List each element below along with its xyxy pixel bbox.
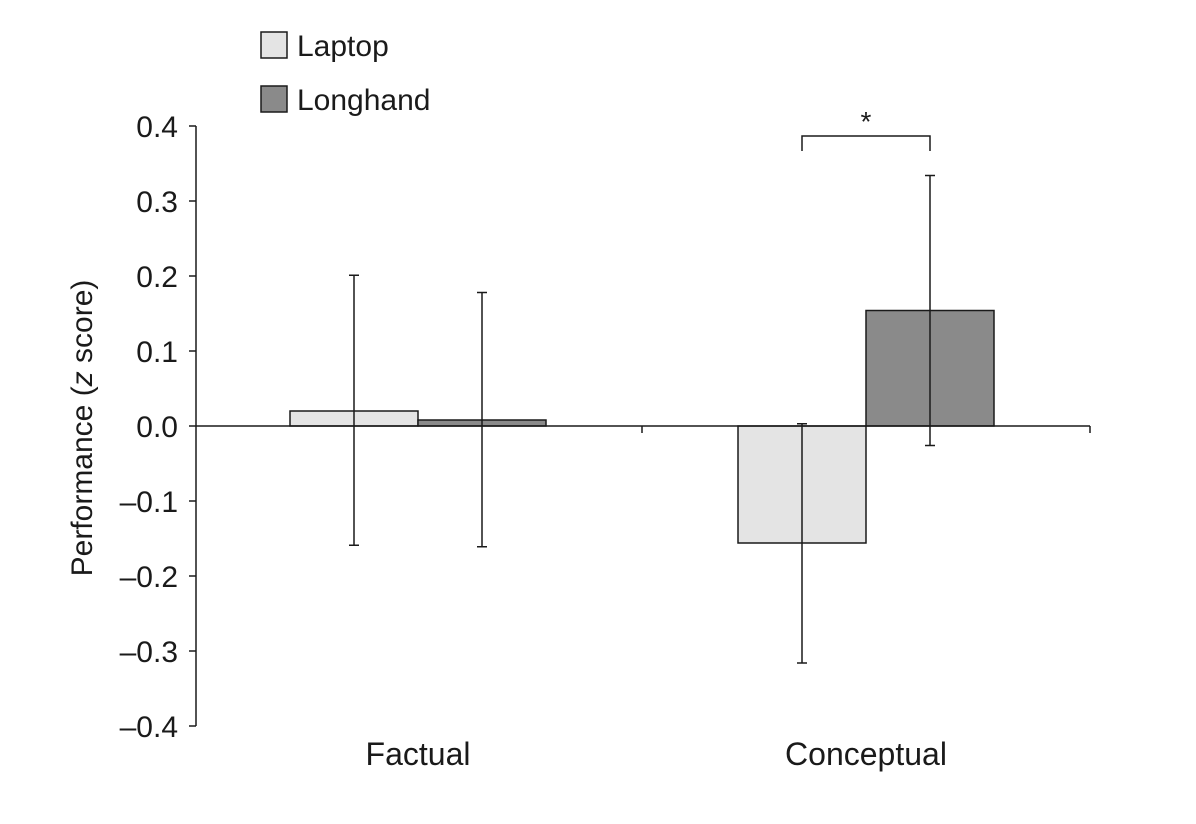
legend-swatch-longhand <box>260 85 288 113</box>
x-axis-ticks <box>641 426 1091 433</box>
category-label-conceptual: Conceptual <box>785 736 947 772</box>
y-tick-label: 0.1 <box>136 336 178 369</box>
y-tick-label: –0.1 <box>120 486 178 519</box>
y-tick-label: –0.2 <box>120 561 178 594</box>
error-bars <box>349 174 935 664</box>
significance-marker: * <box>861 106 872 137</box>
y-tick-label: 0.3 <box>136 186 178 219</box>
significance-bracket: * <box>801 106 931 151</box>
y-tick-label: 0.4 <box>136 111 178 144</box>
y-axis-label: Performance (z score) <box>66 280 99 577</box>
category-label-factual: Factual <box>366 736 471 772</box>
y-tick-label: 0.2 <box>136 261 178 294</box>
y-axis-ticks: 0.4 0.3 0.2 0.1 0.0 –0.1 –0.2 –0.3 –0.4 <box>120 111 196 744</box>
legend: Laptop Longhand <box>260 30 430 117</box>
y-tick-label: –0.4 <box>120 711 178 744</box>
y-tick-label: –0.3 <box>120 636 178 669</box>
y-tick-label: 0.0 <box>136 411 178 444</box>
legend-swatch-laptop <box>260 31 288 59</box>
legend-label-longhand: Longhand <box>297 84 430 117</box>
legend-label-laptop: Laptop <box>297 30 389 63</box>
